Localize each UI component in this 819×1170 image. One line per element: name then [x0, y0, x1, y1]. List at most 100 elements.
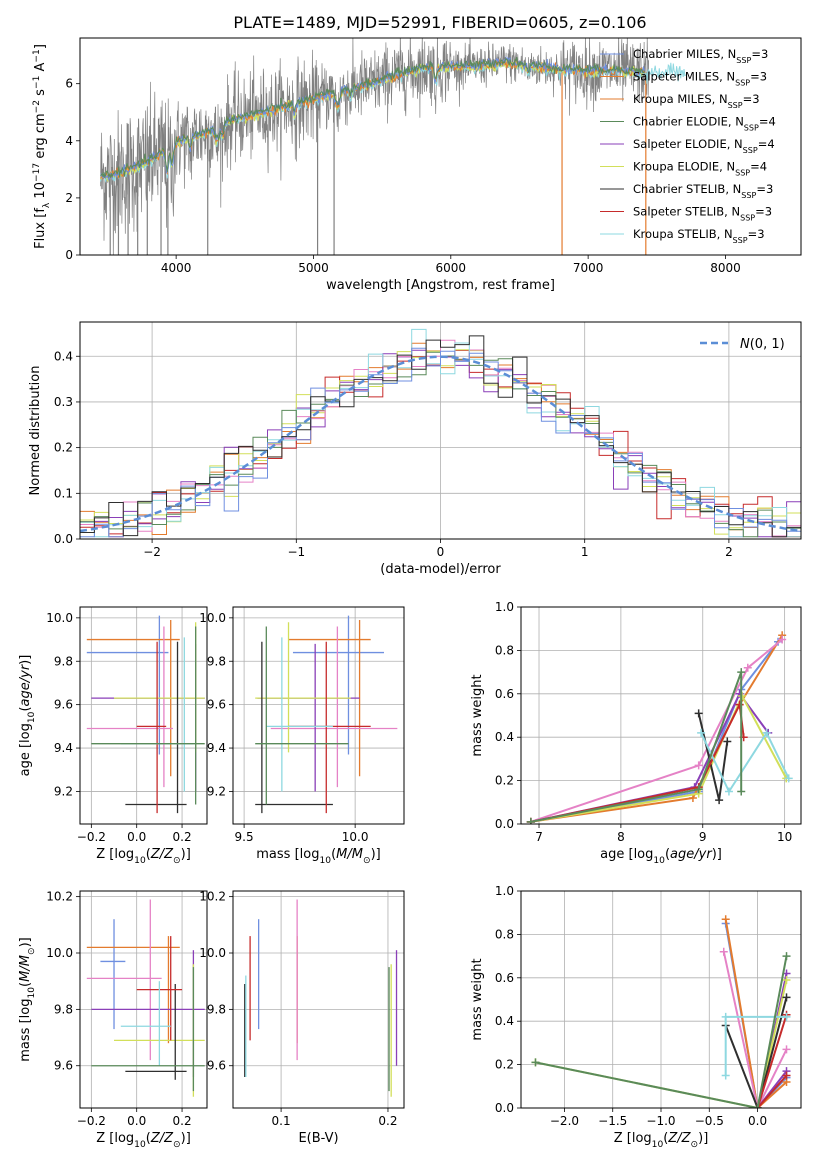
- plots: 4000 5000 6000 7000 8000 0 2 4 6 wavelength [Angs…: [18, 37, 802, 1150]
- x-tick-label: −0.5: [695, 1114, 724, 1128]
- plot-spectrum: 4000 5000 6000 7000 8000 0 2 4 6 wavelength [Angs…: [32, 37, 802, 293]
- plus-marker: [697, 728, 706, 737]
- plus-marker: [694, 761, 703, 770]
- plot-age-vs-mass: 9.5 10.0 9.2 9.4 9.6 9.8 10.0 mass [log10(M/M⊙)…: [199, 606, 405, 866]
- spectrum-model-line: [100, 56, 645, 179]
- y-tick-label: 9.6: [207, 698, 226, 712]
- spectrum-observed-line: [100, 38, 649, 255]
- legend-entry: Kroupa ELODIE, NSSP=4: [633, 160, 767, 178]
- x-tick-label: −0.2: [77, 830, 106, 844]
- y-tick-label: 10.0: [199, 611, 226, 625]
- plus-marker: [526, 817, 535, 824]
- plot-area: [521, 607, 801, 824]
- legend-entry: Chabrier MILES, NSSP=3: [633, 47, 768, 65]
- y-tick-label: 0.2: [54, 441, 73, 455]
- y-axis-label: Normed distribution: [28, 366, 43, 496]
- x-tick-label: 0: [437, 545, 445, 559]
- x-tick-label: −0.2: [77, 1114, 106, 1128]
- figure-title: PLATE=1489, MJD=52991, FIBERID=0605, z=0…: [233, 13, 646, 32]
- x-tick-label: 2: [725, 545, 733, 559]
- plus-marker: [735, 700, 744, 709]
- y-tick-label: 9.6: [207, 1059, 226, 1073]
- y-tick-label: 0.3: [54, 395, 73, 409]
- y-tick-label: 9.8: [207, 1002, 226, 1016]
- y-tick-label: 0.8: [495, 927, 514, 941]
- plus-marker: [737, 668, 746, 677]
- plot-mass-weight-vs-Z: −2.0 −1.5 −1.0 −0.5 0.0 0.0 0.2 0.4 0.6 0.8 1.0 Z […: [470, 884, 802, 1150]
- plot-area: [80, 891, 207, 1108]
- plus-marker: [743, 663, 752, 672]
- legend-entry: N(0, 1): [740, 337, 785, 352]
- plot-mass-weight-vs-age: 7 8 9 10 0.0 0.2 0.4 0.6 0.8 1.0 age [log10(age/yr…: [470, 600, 802, 866]
- y-tick-label: 9.8: [54, 1002, 73, 1016]
- plus-marker: [782, 975, 791, 984]
- x-tick-label: 10.0: [342, 830, 369, 844]
- y-tick-label: 9.6: [54, 698, 73, 712]
- plot-area: [233, 607, 404, 824]
- x-tick-label: 9.5: [235, 830, 254, 844]
- histogram-series: [80, 328, 801, 538]
- x-tick-label: 0.2: [173, 830, 192, 844]
- axes-frame: [79, 890, 208, 1109]
- y-tick-label: 10.0: [46, 946, 73, 960]
- axes-frame: [520, 890, 802, 1109]
- x-tick-label: −1: [287, 545, 305, 559]
- y-tick-label: 1.0: [495, 600, 514, 614]
- y-tick-label: 9.8: [207, 654, 226, 668]
- y-axis-label: mass weight: [470, 958, 485, 1040]
- plot-residuals: −2 −1 0 1 2 0.0 0.1 0.2 0.3 0.4 (data-model)/error…: [28, 321, 802, 577]
- plus-marker: [721, 915, 730, 924]
- y-tick-label: 10.0: [199, 946, 226, 960]
- mass-weight-series: [530, 641, 779, 823]
- y-tick-label: 9.2: [54, 784, 73, 798]
- plus-marker: [694, 709, 703, 718]
- x-tick-label: −1.5: [598, 1114, 627, 1128]
- plot-area: [80, 322, 801, 539]
- legend-entry: Kroupa STELIB, NSSP=3: [633, 227, 765, 245]
- legend-entry: Salpeter ELODIE, NSSP=4: [633, 137, 775, 155]
- mass-weight-series: [530, 634, 784, 823]
- axes-frame: [79, 321, 802, 540]
- plus-marker: [721, 1012, 730, 1021]
- plot-mass-vs-EBV: 0.1 0.2 9.6 9.8 10.0 10.2 E(B-V): [199, 890, 405, 1146]
- y-axis-label: Flux [fλ 10−17 erg cm−2 s−1 A−1]: [32, 44, 52, 249]
- y-tick-label: 0.8: [495, 643, 514, 657]
- plus-marker: [782, 993, 791, 1002]
- legend-entry: Chabrier ELODIE, NSSP=4: [633, 115, 776, 133]
- plus-marker: [782, 1012, 791, 1021]
- axes-frame: [520, 606, 802, 825]
- y-axis-label: mass [log10(M/M⊙)]: [18, 937, 37, 1061]
- y-tick-label: 6: [65, 77, 73, 91]
- histogram-series: [80, 339, 801, 538]
- y-tick-label: 0.0: [495, 1101, 514, 1115]
- legend-entry: Chabrier STELIB, NSSP=3: [633, 182, 773, 200]
- plot-mass-vs-Z: −0.2 0.0 0.2 9.6 9.8 10.0 10.2 Z [log10(Z/Z⊙)] m…: [18, 890, 208, 1150]
- plus-marker: [724, 787, 733, 796]
- mass-weight-series: [724, 919, 788, 1108]
- y-tick-label: 10.0: [46, 611, 73, 625]
- plus-marker: [531, 1058, 540, 1067]
- mass-weight-series: [530, 638, 783, 823]
- mass-weight-series: [722, 951, 788, 1108]
- x-tick-label: 10: [777, 830, 792, 844]
- histogram-series: [80, 347, 801, 538]
- x-tick-label: 0.0: [127, 1114, 146, 1128]
- y-axis-label: age [log10(age/yr)]: [18, 655, 37, 777]
- gaussian-curve: [80, 355, 799, 533]
- y-tick-label: 9.2: [207, 784, 226, 798]
- plus-marker: [778, 635, 787, 644]
- x-axis-label: Z [log10(Z/Z⊙)]: [614, 1131, 709, 1150]
- plus-marker: [721, 1071, 730, 1080]
- x-tick-label: 6000: [436, 261, 467, 275]
- y-axis-label: mass weight: [470, 674, 485, 756]
- x-tick-label: 8000: [710, 261, 741, 275]
- y-tick-label: 0.2: [495, 774, 514, 788]
- x-axis-label: (data-model)/error: [380, 562, 501, 577]
- plot-area: [80, 607, 207, 824]
- x-tick-label: 7000: [573, 261, 604, 275]
- y-tick-label: 10.2: [199, 890, 226, 904]
- x-tick-label: 4000: [161, 261, 192, 275]
- x-tick-label: 1: [581, 545, 589, 559]
- x-tick-label: 0.2: [378, 1114, 397, 1128]
- plus-marker: [762, 728, 771, 737]
